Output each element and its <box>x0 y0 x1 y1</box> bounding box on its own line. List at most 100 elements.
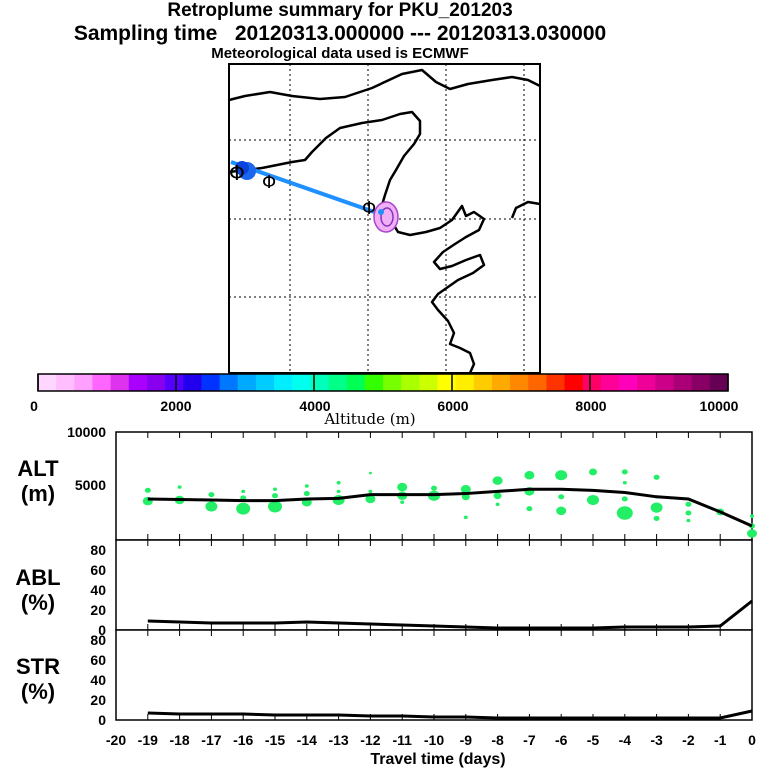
receptor-outer-contour <box>373 201 399 233</box>
particle-dot <box>304 484 309 488</box>
x-tick-label: -5 <box>587 732 600 748</box>
colorbar-cell <box>346 374 366 391</box>
x-tick-label: -19 <box>138 732 158 748</box>
colorbar-tick-label: 2000 <box>160 398 191 414</box>
y-tick-label: 80 <box>90 542 106 558</box>
plume-cluster-west-core <box>235 161 249 175</box>
x-tick-label: -20 <box>106 732 126 748</box>
colorbar-cell <box>546 374 566 391</box>
colorbar-cell <box>38 374 57 391</box>
particle-dot <box>268 500 282 513</box>
particle-dot <box>365 494 376 504</box>
particle-dot <box>686 518 691 523</box>
particle-dot <box>144 487 151 493</box>
particle-dot <box>368 489 373 494</box>
colorbar-cell <box>328 374 348 391</box>
colorbar-tick-label: 8000 <box>575 398 606 414</box>
colorbar-cell <box>128 374 148 391</box>
abl-ylabel-line2: (%) <box>21 590 55 615</box>
abl-ylabel-line1: ABL <box>15 565 60 590</box>
str-ytick-labels: 80 60 40 20 0 <box>90 632 106 728</box>
x-tick-label: -6 <box>555 732 568 748</box>
colorbar-cell <box>619 374 638 391</box>
x-tick-labels: -20 -19 -18 -17 -16 -15 -14 -13 -12 -11 -10 -9 -8 -7-… <box>106 732 756 748</box>
x-tick-label: -8 <box>491 732 504 748</box>
cluster-marker: Φ <box>362 198 376 219</box>
colorbar-cell <box>237 374 257 391</box>
met-data-note: Meteorological data used is ECMWF <box>211 45 469 62</box>
colorbar-ticks <box>37 374 729 391</box>
colorbar-cell <box>455 374 475 391</box>
particle-dot <box>556 506 567 516</box>
particle-dot <box>621 469 628 475</box>
x-axis-label: Travel time (days) <box>370 751 505 768</box>
colorbar-cell <box>673 374 693 391</box>
colorbar-tick-label: 10000 <box>700 398 739 414</box>
colorbar-cells <box>38 374 729 391</box>
colorbar-cell <box>437 374 457 391</box>
receptor-site <box>378 209 384 215</box>
map-gridlines <box>229 64 540 373</box>
map-panel: Φ Φ Φ <box>228 63 541 374</box>
str-ylabel-line2: (%) <box>21 679 55 704</box>
border-line <box>228 110 422 206</box>
colorbar-cell <box>165 374 184 391</box>
particle-dot <box>236 502 251 515</box>
y-tick-label: 20 <box>90 692 106 708</box>
colorbar-cell <box>219 374 239 391</box>
particle-dot <box>460 484 471 494</box>
x-tick-label: -15 <box>265 732 285 748</box>
str-fraction-line <box>147 709 753 720</box>
particle-dot <box>205 501 218 512</box>
particle-dot <box>587 494 599 506</box>
str-ylabel-line1: STR <box>16 654 60 679</box>
particle-dot <box>495 502 500 507</box>
colorbar-cell <box>110 374 130 391</box>
particle-dot <box>555 470 568 481</box>
x-tick-label: -1 <box>714 732 727 748</box>
x-tick-label: -14 <box>297 732 317 748</box>
particle-dot <box>400 500 405 504</box>
sampling-time: Sampling time 20120313.000000 --- 201203… <box>73 22 607 45</box>
x-tick-label: -18 <box>169 732 189 748</box>
y-tick-label: 0 <box>98 622 106 638</box>
particle-dot <box>336 481 341 485</box>
colorbar-cell <box>473 374 493 391</box>
colorbar-cell <box>56 374 75 391</box>
colorbar-cell <box>74 374 93 391</box>
coastlines <box>228 68 541 374</box>
y-tick-label: 0 <box>98 712 106 728</box>
particle-dot <box>272 493 278 499</box>
y-tick-label: 60 <box>90 562 106 578</box>
x-tick-label: -10 <box>424 732 444 748</box>
colorbar-cell <box>582 374 602 391</box>
colorbar-cell <box>691 374 711 391</box>
colorbar: 0 2000 4000 6000 8000 10000 Altitude (m) <box>30 373 739 428</box>
particle-dot <box>589 468 597 476</box>
y-tick-label: 60 <box>90 652 106 668</box>
particle-dot <box>653 515 660 521</box>
colorbar-cell <box>419 374 438 391</box>
abl-panel: ABL (%) 80 60 40 20 0 <box>15 539 753 638</box>
particle-dot <box>558 494 565 500</box>
particle-dot <box>397 482 408 492</box>
particle-dot <box>616 506 633 520</box>
x-tick-label: -11 <box>392 732 412 748</box>
particle-dot <box>493 492 502 500</box>
particle-dot <box>241 489 246 494</box>
x-tick-label: -3 <box>650 732 663 748</box>
colorbar-tick-label: 6000 <box>437 398 468 414</box>
abl-fraction-line <box>147 599 753 630</box>
colorbar-tick-label: 4000 <box>299 398 330 414</box>
altitude-ytick-label: 5000 <box>75 477 106 493</box>
particle-dot <box>685 510 692 516</box>
x-tick-label: -16 <box>233 732 253 748</box>
particle-dot <box>747 529 757 538</box>
x-tick-label: 0 <box>748 732 756 748</box>
particle-dot <box>431 485 437 491</box>
y-tick-label: 40 <box>90 582 106 598</box>
colorbar-cell <box>564 374 584 391</box>
altitude-panel: ALT (m) 10000 5000 <box>17 424 757 541</box>
colorbar-cell <box>201 374 221 391</box>
